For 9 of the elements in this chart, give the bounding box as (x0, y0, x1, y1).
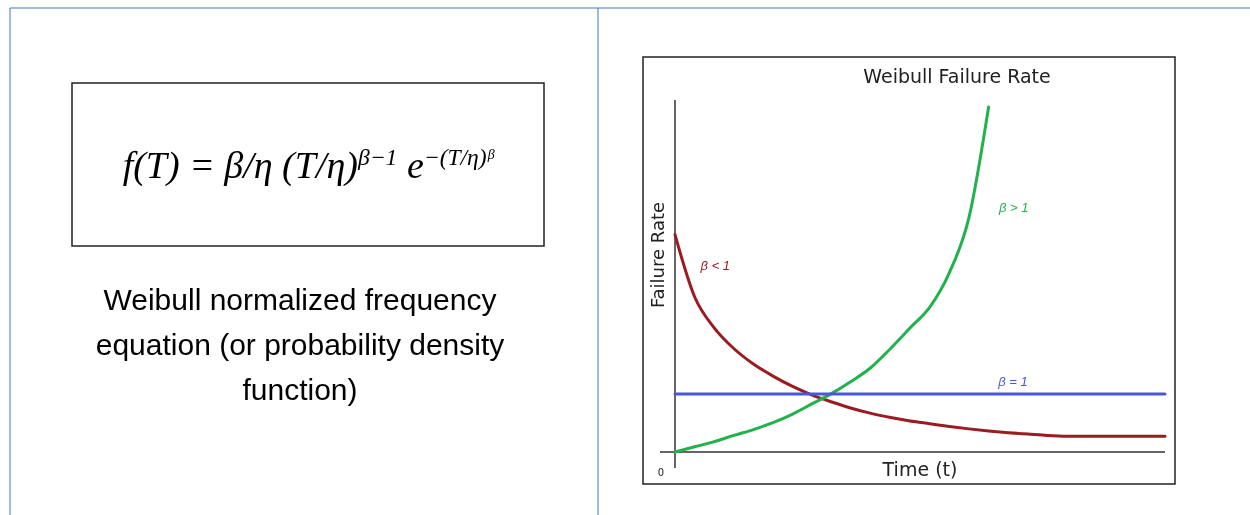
y-axis-title: Failure Rate (647, 201, 668, 309)
text: 0 (657, 467, 665, 478)
series-label: β = 1 (997, 374, 1028, 390)
x-axis-title: Time (t) (881, 458, 958, 480)
chart-title: Weibull Failure Rate (863, 65, 1051, 87)
text: f(T) = β/η (T/η)$^{β−1}$ e$^{−(T/η)ᵝ}$ (122, 144, 495, 187)
series-label: β > 1 (998, 200, 1029, 216)
text: Weibull normalized frequency equation (or probability density function) (95, 283, 505, 406)
series-label: β < 1 (699, 257, 731, 273)
